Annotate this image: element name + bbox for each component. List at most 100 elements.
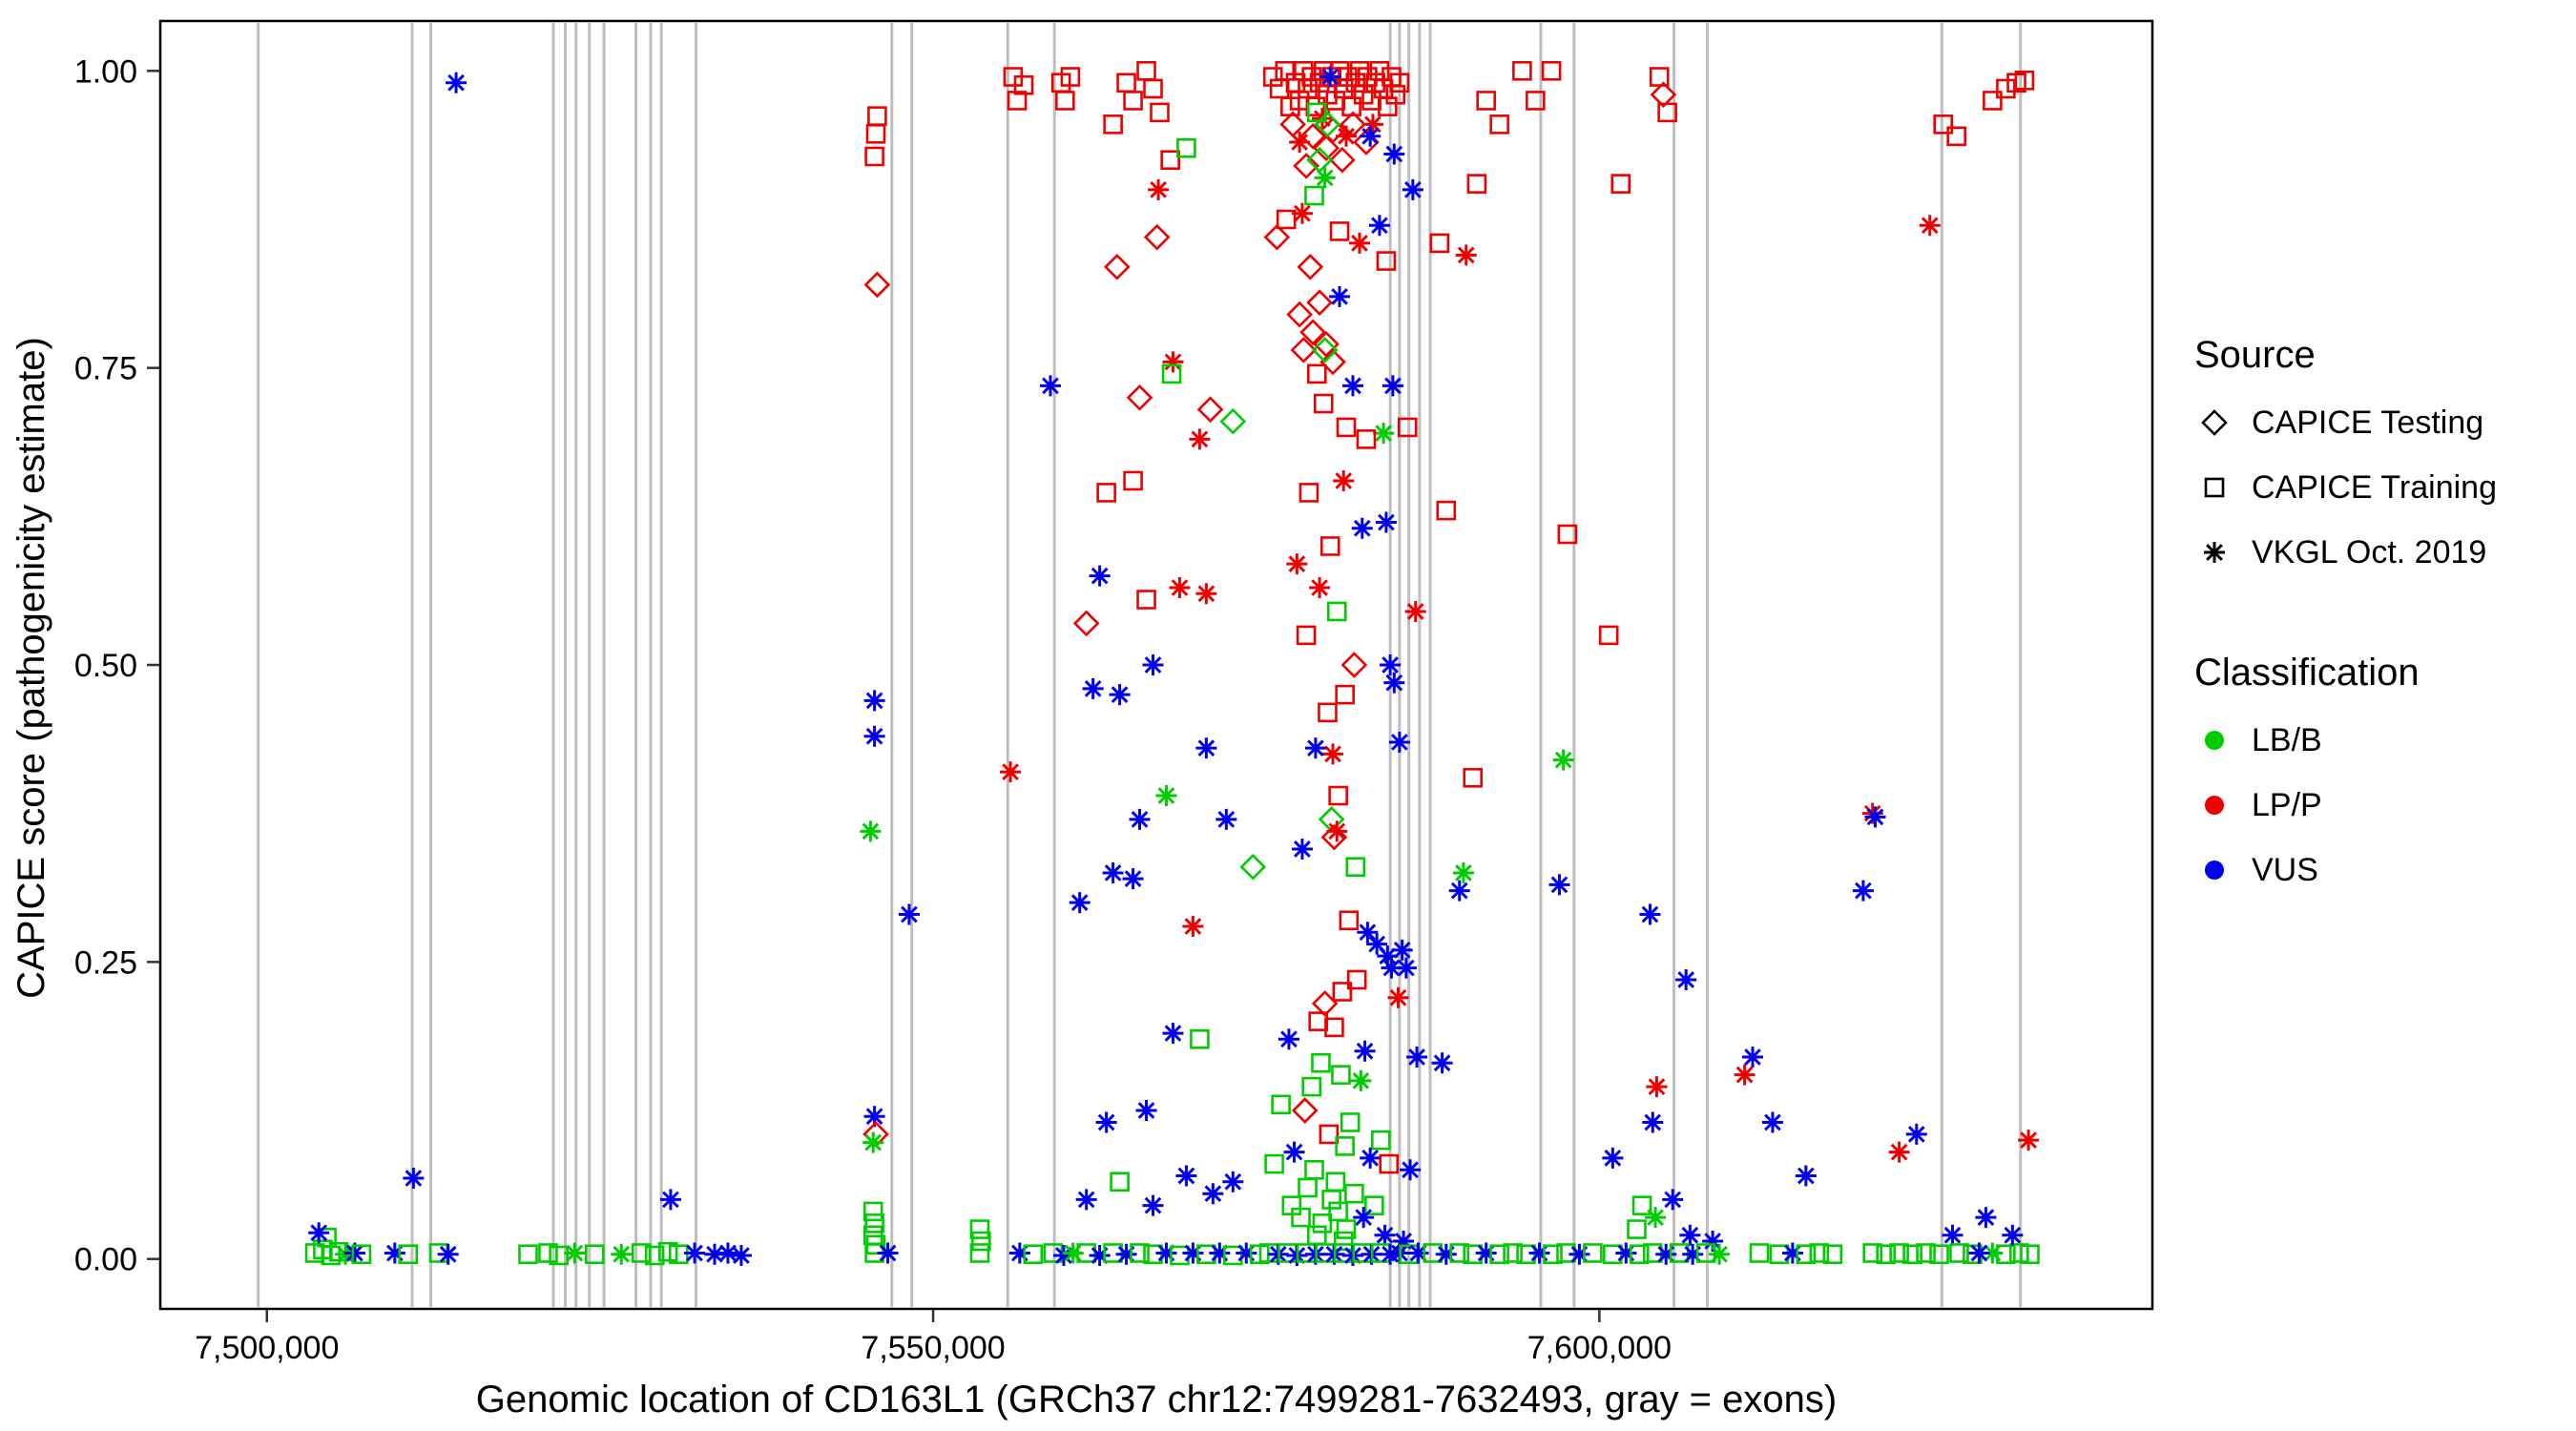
point-asterisk: [1368, 215, 1390, 237]
point-asterisk: [1336, 125, 1358, 147]
point-square: [657, 1241, 678, 1262]
point-diamond: [1293, 153, 1319, 179]
point-diamond: [1299, 122, 1326, 150]
point-asterisk: [1129, 808, 1151, 830]
panel-border: [158, 19, 2154, 1311]
point-square: [1123, 470, 1143, 491]
legend-item-capice-training: CAPICE Training: [2194, 455, 2566, 520]
y-tick-label: 0.50: [74, 648, 137, 684]
legend-source-block: Source CAPICE Testing CAPICE Training VKGL…: [2194, 334, 2566, 585]
point-square: [1096, 483, 1116, 503]
point-square: [1223, 1245, 1243, 1266]
point-asterisk: [1709, 1243, 1731, 1265]
point-square: [1543, 1244, 1563, 1265]
point-square: [1463, 768, 1484, 788]
point-square: [1902, 1244, 1922, 1265]
point-diamond: [1319, 348, 1346, 376]
point-square: [1332, 982, 1353, 1002]
point-square: [1275, 61, 1296, 81]
point-asterisk: [1202, 1183, 1224, 1205]
square-icon: [2204, 477, 2225, 498]
point-asterisk: [1155, 784, 1177, 806]
legend-item-vkgl-oct-2019: VKGL Oct. 2019: [2194, 520, 2566, 585]
point-asterisk: [1148, 178, 1170, 200]
point-asterisk: [1528, 1242, 1550, 1264]
point-asterisk: [863, 1106, 885, 1128]
point-asterisk: [1400, 1159, 1422, 1181]
point-square: [1110, 1172, 1130, 1192]
point-square: [1335, 684, 1355, 705]
point-asterisk: [1852, 880, 1874, 902]
point-square: [1060, 67, 1081, 87]
point-asterisk: [1361, 114, 1383, 135]
color-dot-icon: [2205, 731, 2224, 750]
point-asterisk: [1734, 1064, 1755, 1086]
point-asterisk: [1615, 1242, 1637, 1264]
point-square: [1298, 1177, 1318, 1198]
point-square: [1123, 91, 1143, 111]
color-dot-icon: [2205, 861, 2224, 880]
point-square: [1345, 857, 1366, 878]
point-asterisk: [1366, 933, 1388, 955]
point-square: [1809, 1243, 1830, 1263]
point-diamond: [1314, 111, 1341, 138]
point-asterisk: [1383, 672, 1405, 694]
point-square: [549, 1245, 569, 1266]
legend-classification-title: Classification: [2194, 652, 2420, 694]
point-asterisk: [1278, 1028, 1299, 1050]
point-square: [1103, 114, 1123, 135]
point-square: [1312, 1213, 1333, 1234]
point-square: [398, 1244, 419, 1265]
point-square: [1301, 1076, 1322, 1097]
y-tick-label: 0.75: [74, 351, 137, 387]
point-square: [1631, 1195, 1652, 1215]
point-asterisk: [1319, 66, 1341, 88]
point-square: [1389, 73, 1410, 93]
point-asterisk: [730, 1244, 752, 1266]
point-asterisk: [1322, 743, 1344, 765]
point-asterisk: [1682, 1243, 1704, 1265]
point-square: [1876, 1244, 1896, 1265]
point-asterisk: [1602, 1147, 1624, 1169]
point-asterisk: [1407, 1242, 1429, 1264]
point-square: [2020, 1244, 2040, 1265]
point-diamond: [1219, 407, 1247, 435]
point-asterisk: [1189, 428, 1211, 450]
point-asterisk: [2018, 1130, 2040, 1151]
point-diamond: [1340, 652, 1368, 678]
point-asterisk: [308, 1222, 330, 1244]
point-square: [1336, 1219, 1357, 1239]
point-square: [1476, 91, 1496, 111]
point-square: [1306, 102, 1327, 123]
y-tick-label: 0.00: [74, 1242, 137, 1278]
point-square: [1449, 1243, 1470, 1263]
point-asterisk: [1387, 986, 1409, 1008]
point-square: [971, 1231, 991, 1252]
point-diamond: [1291, 1097, 1319, 1124]
point-square: [1313, 393, 1334, 414]
point-asterisk: [1283, 1141, 1305, 1163]
point-square: [1557, 524, 1578, 545]
point-square: [1946, 126, 1966, 147]
point-asterisk: [1795, 1165, 1817, 1187]
point-asterisk: [1679, 1224, 1701, 1246]
point-square: [1933, 114, 1954, 135]
point-asterisk: [564, 1242, 586, 1264]
point-square: [864, 146, 884, 167]
point-square: [1321, 1190, 1341, 1210]
point-square: [1344, 1183, 1364, 1204]
point-diamond: [2201, 409, 2228, 436]
point-asterisk: [898, 903, 920, 925]
legend-item-label: LP/P: [2252, 786, 2322, 823]
point-square: [1610, 174, 1631, 194]
point-asterisk: [446, 72, 467, 93]
point-square: [1143, 78, 1163, 99]
point-asterisk: [1975, 1207, 1997, 1229]
point-asterisk: [1381, 375, 1403, 397]
point-square: [644, 1245, 665, 1266]
point-asterisk: [1326, 820, 1348, 842]
point-asterisk: [1380, 654, 1402, 675]
point-asterisk: [1374, 1224, 1396, 1246]
